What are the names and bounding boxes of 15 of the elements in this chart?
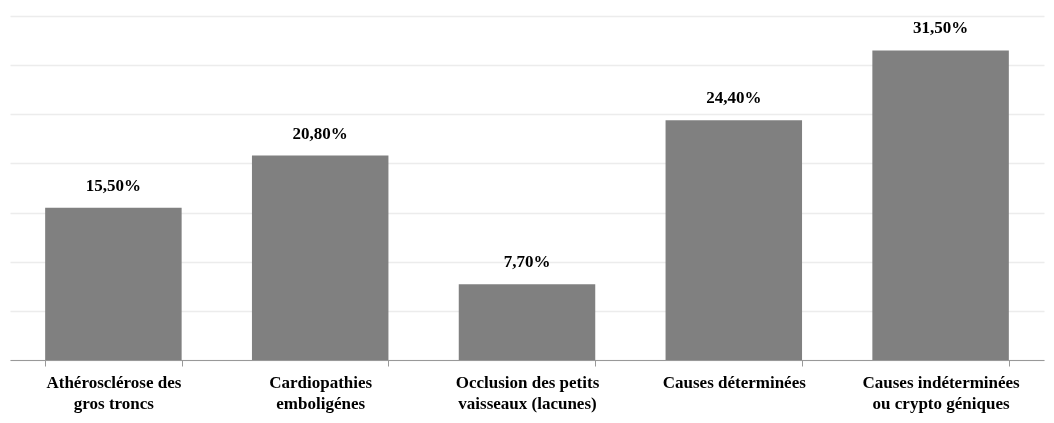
bar — [458, 284, 596, 360]
x-tick-label: Occlusion des petits vaisseaux (lacunes) — [455, 372, 600, 413]
bar — [45, 207, 182, 360]
x-tick-label: Cardiopathies emboligénes — [269, 372, 373, 413]
x-tick-label: Athérosclérose des gros troncs — [46, 372, 182, 413]
data-label: 31,50% — [912, 18, 969, 38]
data-label: 15,50% — [85, 175, 142, 195]
data-label: 24,40% — [706, 88, 762, 108]
bar — [665, 120, 803, 360]
data-label: 20,80% — [292, 123, 348, 143]
data-label: 7,70% — [503, 252, 551, 272]
bar — [251, 155, 389, 360]
bar — [872, 50, 1009, 360]
x-tick-label: Causes déterminées — [662, 372, 807, 392]
x-tick-label: Causes indéterminées ou crypto géniques — [862, 372, 1021, 413]
